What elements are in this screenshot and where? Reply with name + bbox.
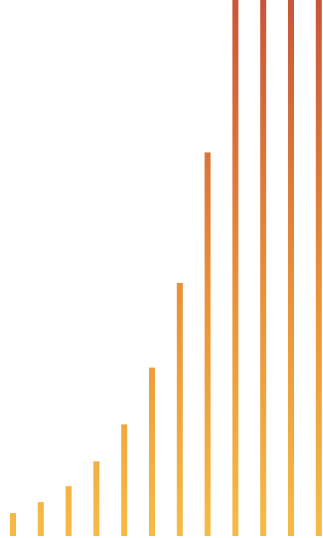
bar-1: [10, 513, 16, 536]
bar-3: [65, 486, 72, 536]
bar-7: [176, 282, 183, 536]
bar-8: [204, 152, 211, 536]
bar-9: [232, 0, 239, 536]
bar-4: [93, 461, 100, 536]
bar-10: [260, 0, 267, 536]
bar-11: [288, 0, 294, 536]
bar-series: [10, 0, 322, 536]
bar-6: [149, 367, 155, 536]
bar-12: [315, 0, 322, 536]
bar-5: [121, 424, 128, 536]
bar-2: [37, 502, 44, 536]
